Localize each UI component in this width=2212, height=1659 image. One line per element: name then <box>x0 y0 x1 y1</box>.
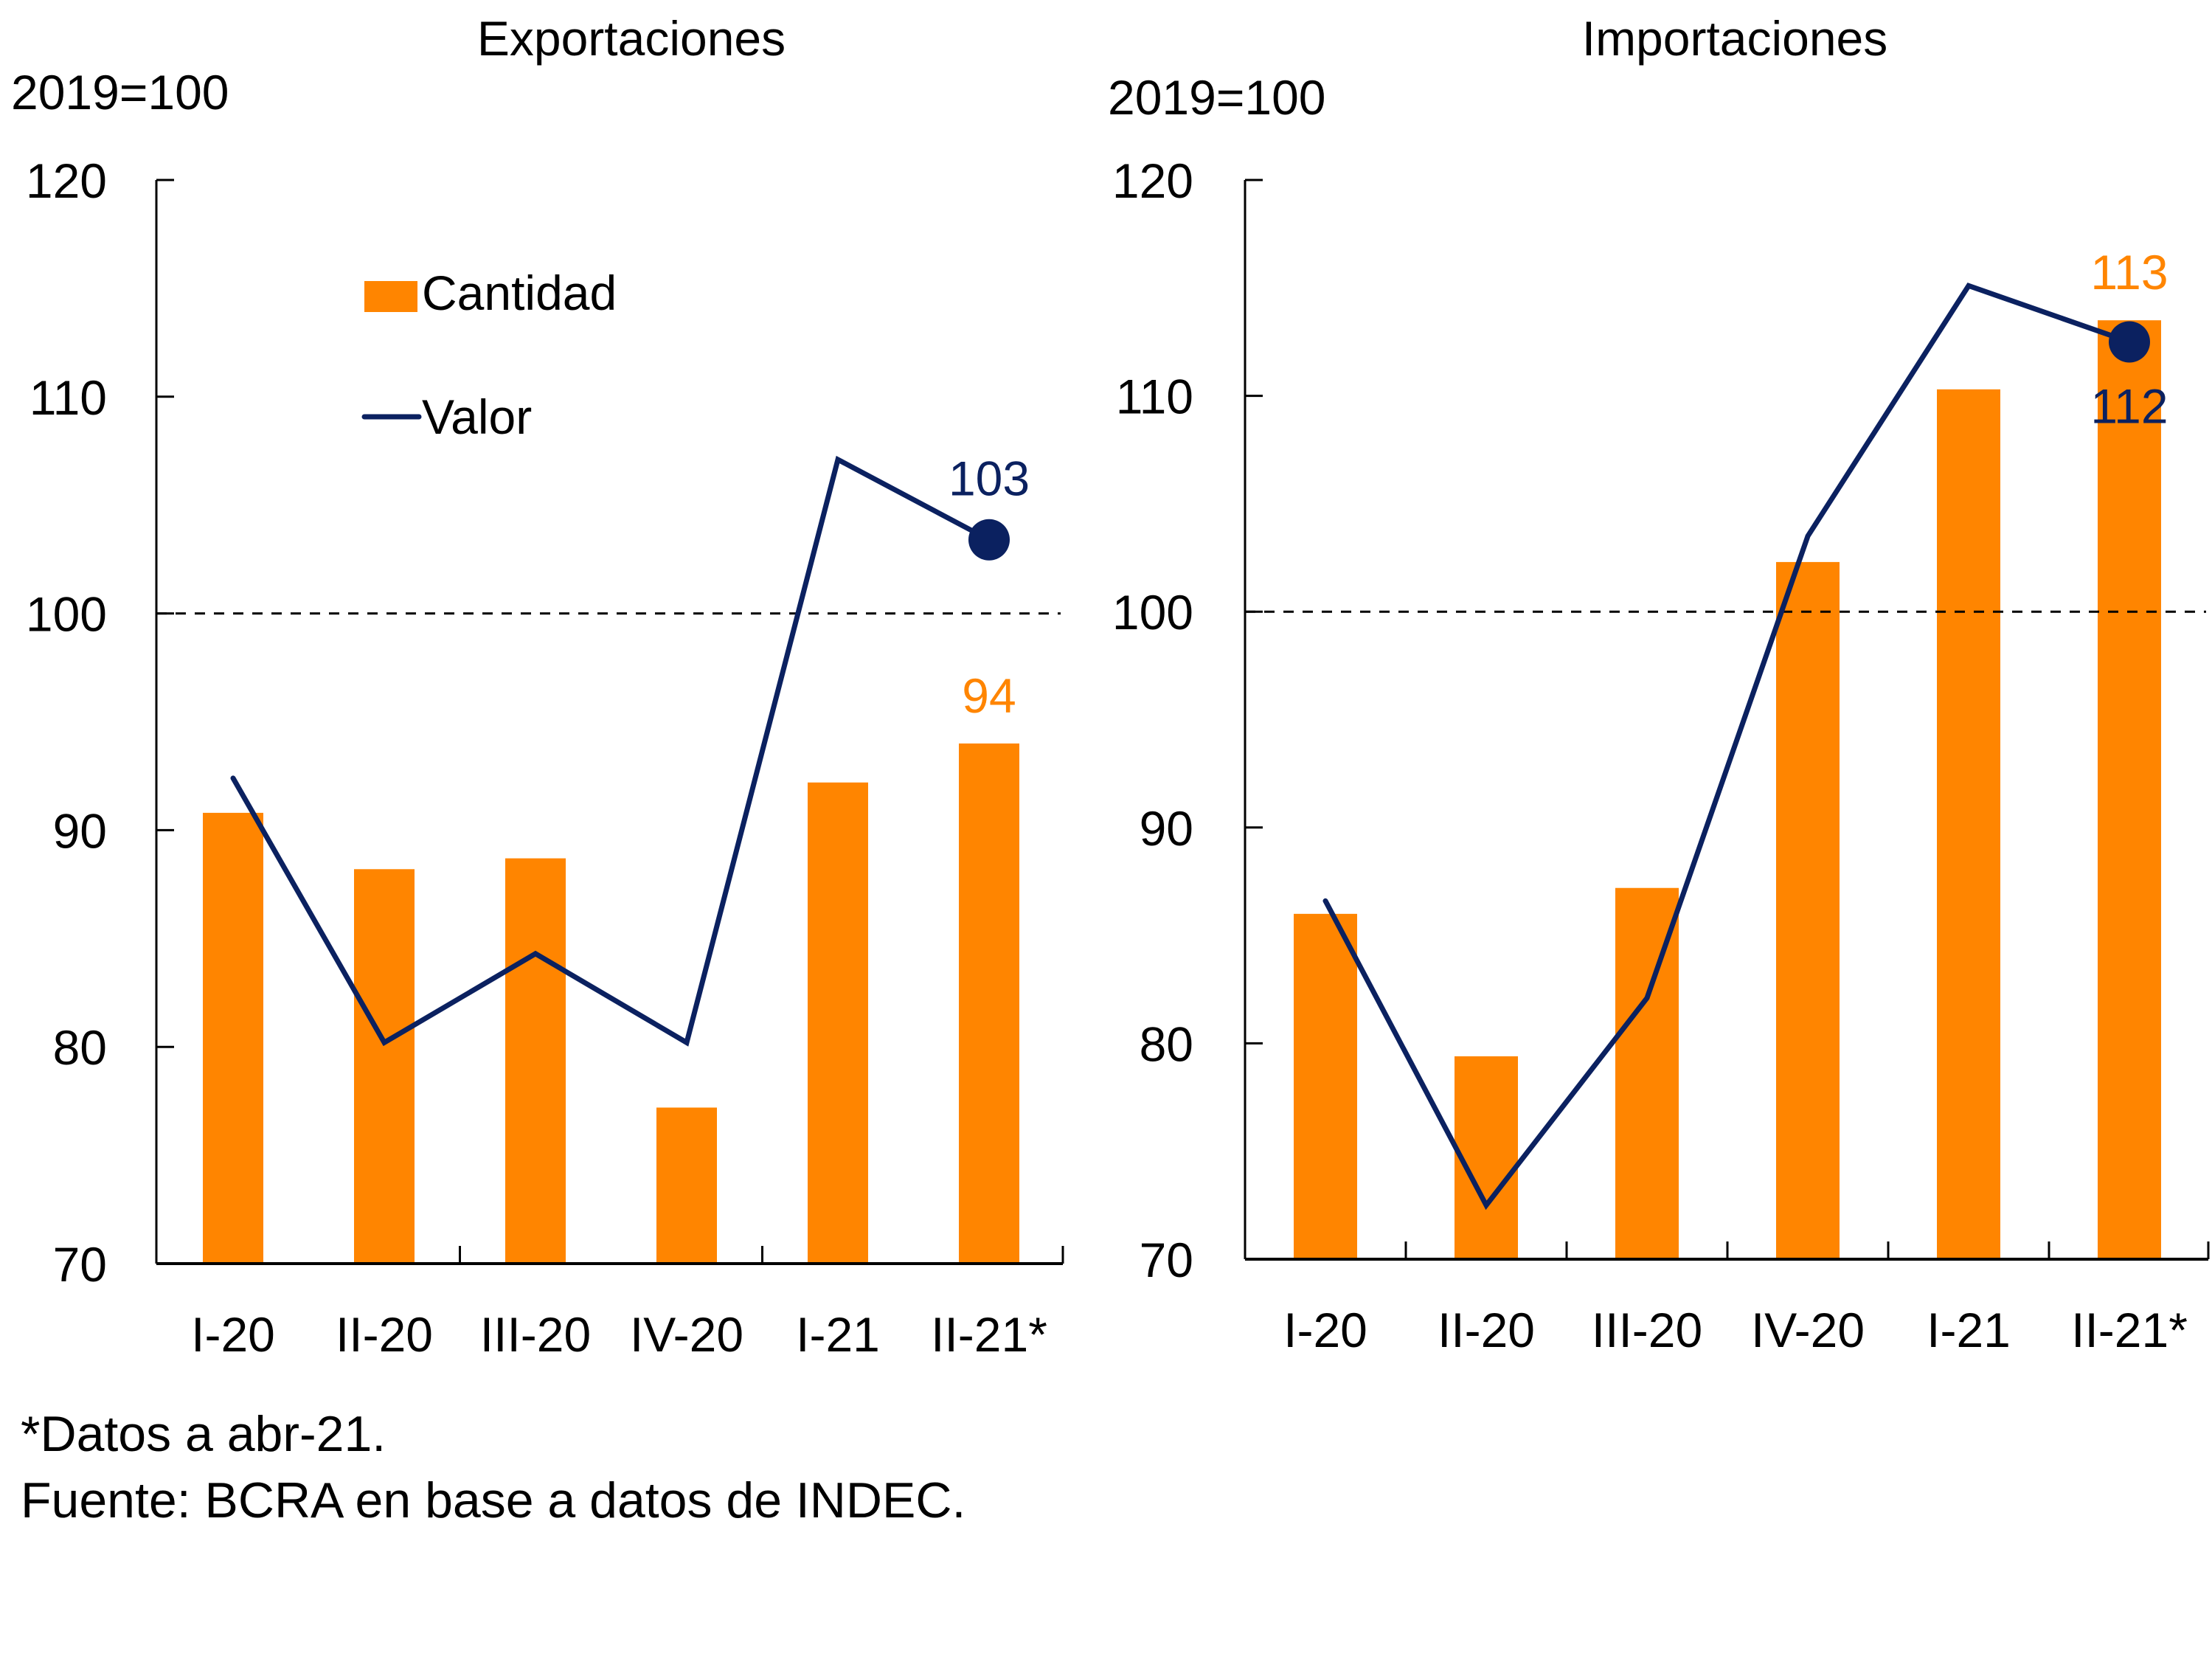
exports-valor-end-marker <box>968 519 1010 561</box>
imports-y-tick-label-110: 110 <box>1116 370 1193 424</box>
imports-unit-label: 2019=100 <box>1108 70 1326 125</box>
imports-x-label-ii-20: II-20 <box>1438 1303 1535 1357</box>
legend-cantidad-swatch <box>364 281 417 312</box>
imports-x-label-ii-21: II-21* <box>2071 1303 2188 1357</box>
imports-bar-ii-20 <box>1455 1056 1518 1259</box>
exports-valor-line <box>230 455 992 1047</box>
imports-cantidad-data-label: 113 <box>2090 245 2168 299</box>
imports-x-label-iv-20: IV-20 <box>1751 1303 1865 1357</box>
source-note: Fuente: BCRA en base a datos de INDEC. <box>21 1472 966 1528</box>
exports-chart-title: Exportaciones <box>477 11 786 66</box>
exports-y-tick-label-110: 110 <box>30 370 107 425</box>
exports-y-tick-label-100: 100 <box>26 587 107 642</box>
exports-bar-i-21 <box>808 782 868 1264</box>
exports-bar-iii-20 <box>505 858 566 1264</box>
imports-bar-i-21 <box>1937 389 2000 1259</box>
imports-y-tick-label-120: 120 <box>1112 153 1193 208</box>
exports-bar-ii-20 <box>354 869 415 1264</box>
imports-x-label-iii-20: III-20 <box>1592 1303 1702 1357</box>
imports-y-tick-label-80: 80 <box>1140 1016 1193 1071</box>
legend-valor-label: Valor <box>422 389 532 444</box>
exports-y-tick-label-120: 120 <box>26 153 107 208</box>
exports-valor-data-label: 103 <box>949 451 1030 506</box>
imports-bar-iv-20 <box>1776 561 1840 1259</box>
exports-x-label-iv-20: IV-20 <box>630 1307 743 1362</box>
imports-bar-ii-21 <box>2098 320 2161 1260</box>
exports-x-label-ii-20: II-20 <box>336 1307 433 1362</box>
exports-bar-i-20 <box>203 812 263 1264</box>
exports-cantidad-data-label: 94 <box>962 668 1016 723</box>
exports-y-tick-label-80: 80 <box>53 1020 107 1075</box>
exports-y-tick-label-90: 90 <box>53 803 107 858</box>
footnote: *Datos a abr-21. <box>21 1406 386 1462</box>
imports-x-label-i-20: I-20 <box>1283 1303 1367 1357</box>
exports-x-label-ii-21: II-21* <box>931 1307 1047 1362</box>
imports-x-label-i-21: I-21 <box>1927 1303 2011 1357</box>
imports-bar-i-20 <box>1294 913 1357 1259</box>
imports-valor-data-label: 112 <box>2090 378 2168 433</box>
exports-x-label-i-21: I-21 <box>796 1307 880 1362</box>
imports-chart-title: Importaciones <box>1582 11 1888 66</box>
imports-bar-iii-20 <box>1615 887 1679 1259</box>
exports-y-tick-label-70: 70 <box>53 1237 107 1292</box>
exports-bar-iv-20 <box>656 1107 717 1264</box>
imports-y-tick-label-100: 100 <box>1112 585 1193 640</box>
exports-bar-ii-21 <box>959 743 1019 1264</box>
exports-x-label-i-20: I-20 <box>191 1307 275 1362</box>
imports-y-tick-label-90: 90 <box>1140 801 1193 856</box>
imports-valor-line <box>1322 283 2132 1211</box>
legend-cantidad-label: Cantidad <box>422 266 617 320</box>
imports-valor-end-marker <box>2109 321 2150 363</box>
exports-unit-label: 2019=100 <box>11 65 229 120</box>
exports-x-label-iii-20: III-20 <box>480 1307 591 1362</box>
imports-y-tick-label-70: 70 <box>1140 1233 1193 1287</box>
